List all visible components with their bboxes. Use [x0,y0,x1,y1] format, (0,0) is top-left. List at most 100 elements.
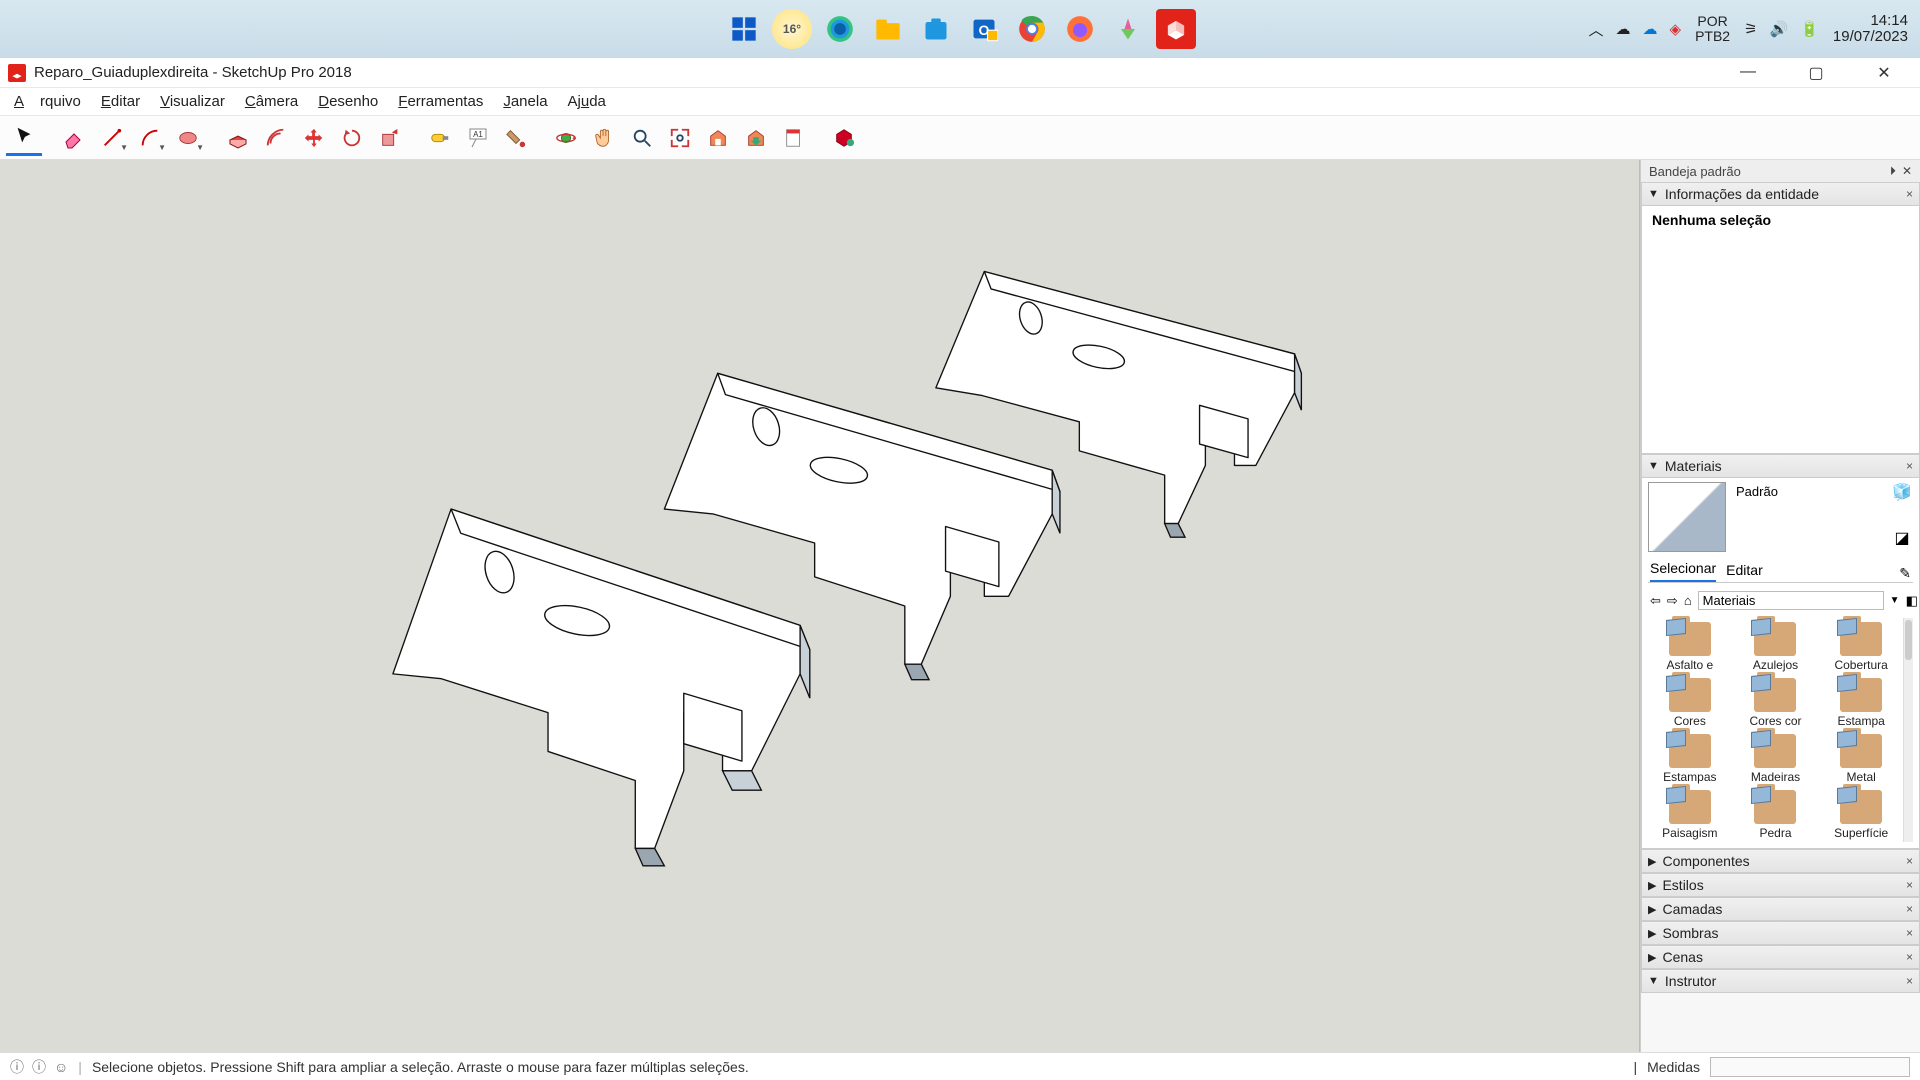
warehouse-share-tool[interactable] [738,120,774,156]
help-icon[interactable]: ⓘ [10,1057,24,1077]
app-icon-1[interactable] [1108,9,1148,49]
shape-tool[interactable]: ▼ [170,120,206,156]
scale-tool[interactable] [372,120,408,156]
zoom-extents-tool[interactable] [662,120,698,156]
menu-ferramentas[interactable]: Ferramentas [390,91,491,112]
menu-editar[interactable]: Editar [93,91,148,112]
eraser-tool[interactable] [56,120,92,156]
panel-close-icon[interactable]: × [1906,926,1913,940]
material-folder[interactable]: Asfalto e [1650,622,1730,672]
panel-close-icon[interactable]: × [1906,187,1913,201]
paint-tool[interactable] [498,120,534,156]
details-icon[interactable]: ◧ [1906,593,1918,609]
edge-icon[interactable] [820,9,860,49]
tray-close-icon[interactable]: ✕ [1902,164,1912,179]
material-folder[interactable]: Paisagism [1650,790,1730,840]
styles-panel-head[interactable]: ▶Estilos× [1641,873,1920,897]
create-material-icon[interactable]: 🧊 [1892,482,1912,502]
scenes-panel-head[interactable]: ▶Cenas× [1641,945,1920,969]
materials-path-input[interactable] [1698,591,1884,610]
move-tool[interactable] [296,120,332,156]
home-icon[interactable]: ⌂ [1684,593,1692,608]
chrome-icon[interactable] [1012,9,1052,49]
onedrive-icon[interactable]: ☁ [1643,20,1658,38]
pushpull-tool[interactable] [220,120,256,156]
arc-tool[interactable]: ▼ [132,120,168,156]
start-button[interactable] [724,9,764,49]
line-tool[interactable]: ▼ [94,120,130,156]
maximize-button[interactable]: ▢ [1796,63,1836,83]
default-material-icon[interactable]: ◪ [1894,528,1909,548]
person-icon[interactable]: ☺ [54,1059,68,1075]
menu-visualizar[interactable]: Visualizar [152,91,233,112]
chevron-up-icon[interactable]: ︿ [1589,19,1604,40]
material-folder-label: Metal [1821,770,1901,784]
shadows-panel-head[interactable]: ▶Sombras× [1641,921,1920,945]
pin-icon[interactable]: ⏵ [1890,164,1896,179]
model-canvas[interactable] [0,160,1640,1052]
materials-panel-head[interactable]: ▼ Materiais × [1641,454,1920,478]
clock[interactable]: 14:14 19/07/2023 [1833,13,1908,46]
panel-close-icon[interactable]: × [1906,950,1913,964]
nav-back-icon[interactable]: ⇦ [1650,593,1661,609]
material-folder[interactable]: Pedra [1736,790,1816,840]
nav-forward-icon[interactable]: ⇨ [1667,593,1678,609]
panel-close-icon[interactable]: × [1906,878,1913,892]
materials-tab-edit[interactable]: Editar [1726,562,1763,582]
extension-tool[interactable] [826,120,862,156]
store-icon[interactable] [916,9,956,49]
material-folder[interactable]: Cores cor [1736,678,1816,728]
warehouse-tool[interactable] [700,120,736,156]
select-tool[interactable] [6,120,42,156]
menu-camera[interactable]: Câmera [237,91,306,112]
layout-tool[interactable] [776,120,812,156]
material-folder[interactable]: Azulejos [1736,622,1816,672]
panel-close-icon[interactable]: × [1906,854,1913,868]
materials-scrollbar[interactable] [1903,618,1913,842]
components-panel-head[interactable]: ▶Componentes× [1641,849,1920,873]
materials-tab-select[interactable]: Selecionar [1650,560,1716,582]
text-tool[interactable]: A1 [460,120,496,156]
offset-tool[interactable] [258,120,294,156]
rotate-tool[interactable] [334,120,370,156]
panel-close-icon[interactable]: × [1906,974,1913,988]
material-folder[interactable]: Superfície [1821,790,1901,840]
panel-close-icon[interactable]: × [1906,459,1913,473]
material-folder[interactable]: Estampa [1821,678,1901,728]
eyedropper-icon[interactable]: ✎ [1899,565,1911,582]
entity-info-panel-head[interactable]: ▼ Informações da entidade × [1641,182,1920,206]
firefox-icon[interactable] [1060,9,1100,49]
menu-janela[interactable]: Janela [495,91,555,112]
material-folder[interactable]: Metal [1821,734,1901,784]
menu-arquivo[interactable]: Arquivo [6,91,89,112]
pan-tool[interactable] [586,120,622,156]
volume-icon[interactable]: 🔊 [1770,20,1789,38]
minimize-button[interactable]: — [1728,63,1768,83]
wifi-icon[interactable]: ⚞ [1744,20,1757,38]
battery-icon[interactable]: 🔋 [1800,20,1819,38]
cloud-icon[interactable]: ☁ [1616,20,1631,38]
material-folder[interactable]: Cobertura [1821,622,1901,672]
menu-ajuda[interactable]: Ajuda [560,91,614,112]
outlook-icon[interactable]: O [964,9,1004,49]
language-indicator[interactable]: POR PTB2 [1695,14,1730,43]
dropdown-icon[interactable]: ▼ [1890,595,1900,606]
zoom-tool[interactable] [624,120,660,156]
instructor-panel-head[interactable]: ▼Instrutor× [1641,969,1920,993]
close-button[interactable]: ✕ [1864,63,1904,83]
menu-desenho[interactable]: Desenho [310,91,386,112]
panel-close-icon[interactable]: × [1906,902,1913,916]
weather-widget[interactable]: 16° [772,9,812,49]
sketchup-taskbar-icon[interactable] [1156,9,1196,49]
location-icon[interactable]: ◈ [1670,20,1682,38]
tape-tool[interactable] [422,120,458,156]
measure-input[interactable] [1710,1057,1910,1077]
layers-panel-head[interactable]: ▶Camadas× [1641,897,1920,921]
material-folder[interactable]: Cores [1650,678,1730,728]
material-preview[interactable] [1648,482,1726,552]
info-icon[interactable]: ⓘ [32,1057,46,1077]
explorer-icon[interactable] [868,9,908,49]
material-folder[interactable]: Estampas [1650,734,1730,784]
material-folder[interactable]: Madeiras [1736,734,1816,784]
orbit-tool[interactable] [548,120,584,156]
